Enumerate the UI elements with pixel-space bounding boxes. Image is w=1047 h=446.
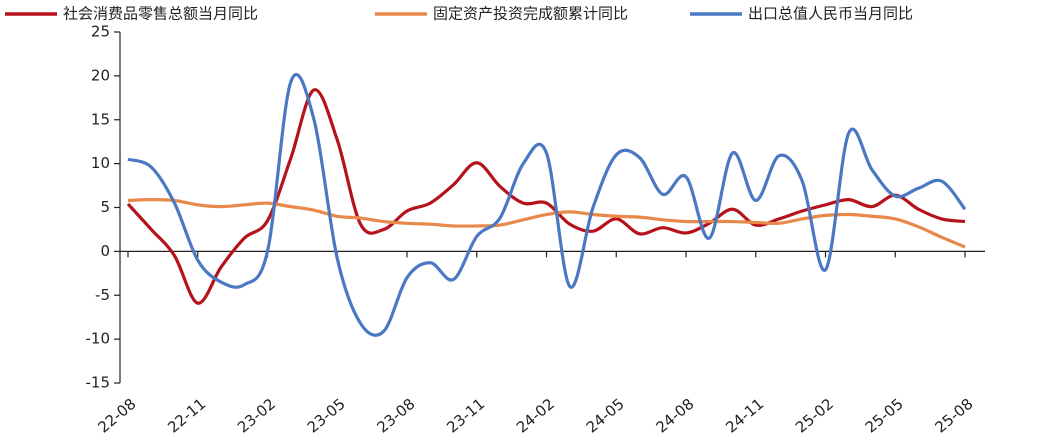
y-tick-label: 25 (91, 23, 110, 41)
series-line (127, 198, 966, 249)
legend-label: 固定资产投资完成额累计同比 (433, 5, 628, 23)
y-tick-label: 20 (91, 66, 110, 84)
x-tick-label: 24-08 (652, 395, 697, 437)
x-tick-label: 22-11 (164, 395, 209, 437)
x-tick-label: 24-11 (722, 395, 767, 437)
y-tick-label: 0 (100, 242, 110, 260)
series-line (126, 88, 966, 305)
legend-label: 出口总值人民币当月同比 (748, 5, 913, 23)
y-tick-label: -15 (86, 374, 111, 392)
y-tick-label: 15 (91, 110, 110, 128)
y-tick-label: -10 (86, 330, 111, 348)
x-tick-label: 25-05 (862, 395, 907, 437)
x-tick-label: 23-02 (234, 395, 279, 437)
x-tick-label: 24-02 (513, 395, 558, 437)
x-tick-label: 23-08 (373, 395, 418, 437)
y-tick-label: 5 (100, 198, 110, 216)
x-tick-label: 23-05 (304, 395, 349, 437)
x-tick-label: 25-02 (792, 395, 837, 437)
x-tick-label: 23-11 (443, 395, 488, 437)
y-tick-label: 10 (91, 154, 110, 172)
legend-label: 社会消费品零售总额当月同比 (63, 5, 258, 23)
x-tick-label: 22-08 (94, 395, 139, 437)
y-tick-label: -5 (95, 286, 110, 304)
series-line (127, 73, 967, 337)
x-tick-label: 24-05 (583, 395, 628, 437)
x-tick-label: 25-08 (931, 395, 976, 437)
